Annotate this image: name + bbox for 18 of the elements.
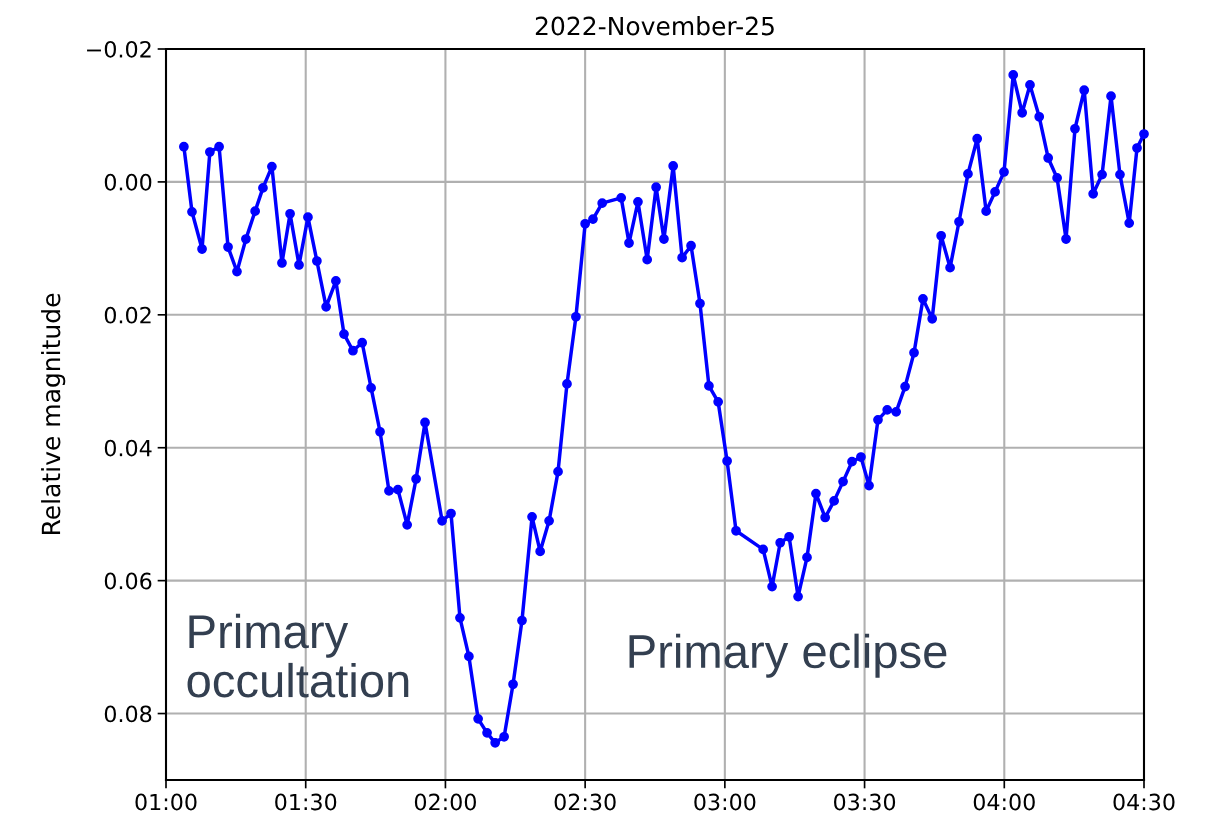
annotation: Primary eclipse	[629, 633, 947, 678]
annotation: Primary occultation	[187, 613, 409, 698]
x-tick-label: 03:00	[694, 793, 756, 811]
x-tick-label: 02:30	[554, 793, 616, 811]
x-tick-label: 04:30	[1113, 793, 1175, 811]
x-tick-label: 01:00	[135, 793, 197, 811]
y-tick-label: 0.02	[104, 306, 151, 324]
y-tick-label: 0.06	[104, 572, 152, 590]
y-tick-label: 0.08	[104, 705, 152, 723]
y-tick-label: 0.04	[104, 439, 152, 457]
y-tick-label: −0.02	[87, 40, 151, 58]
x-tick-label: 01:30	[275, 793, 337, 811]
x-tick-label: 04:00	[973, 793, 1035, 811]
x-tick-label: 03:30	[834, 793, 896, 811]
x-tick-label: 02:00	[414, 793, 476, 811]
chart-title: 2022-November-25	[535, 16, 774, 36]
y-axis-title: Relative magnitude	[41, 293, 66, 535]
y-tick-label: 0.00	[104, 173, 152, 191]
